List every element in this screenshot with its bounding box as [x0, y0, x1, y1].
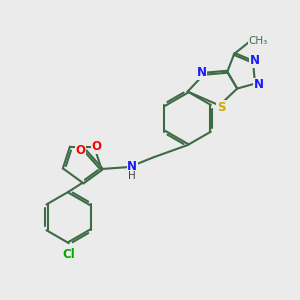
Text: N: N: [196, 66, 206, 79]
Text: N: N: [250, 54, 260, 67]
Text: S: S: [217, 101, 226, 114]
Text: O: O: [91, 140, 101, 153]
Text: Cl: Cl: [62, 248, 75, 260]
Text: CH₃: CH₃: [248, 36, 268, 46]
Text: N: N: [254, 78, 264, 91]
Text: O: O: [76, 144, 86, 157]
Text: N: N: [127, 160, 137, 172]
Text: H: H: [128, 171, 136, 181]
